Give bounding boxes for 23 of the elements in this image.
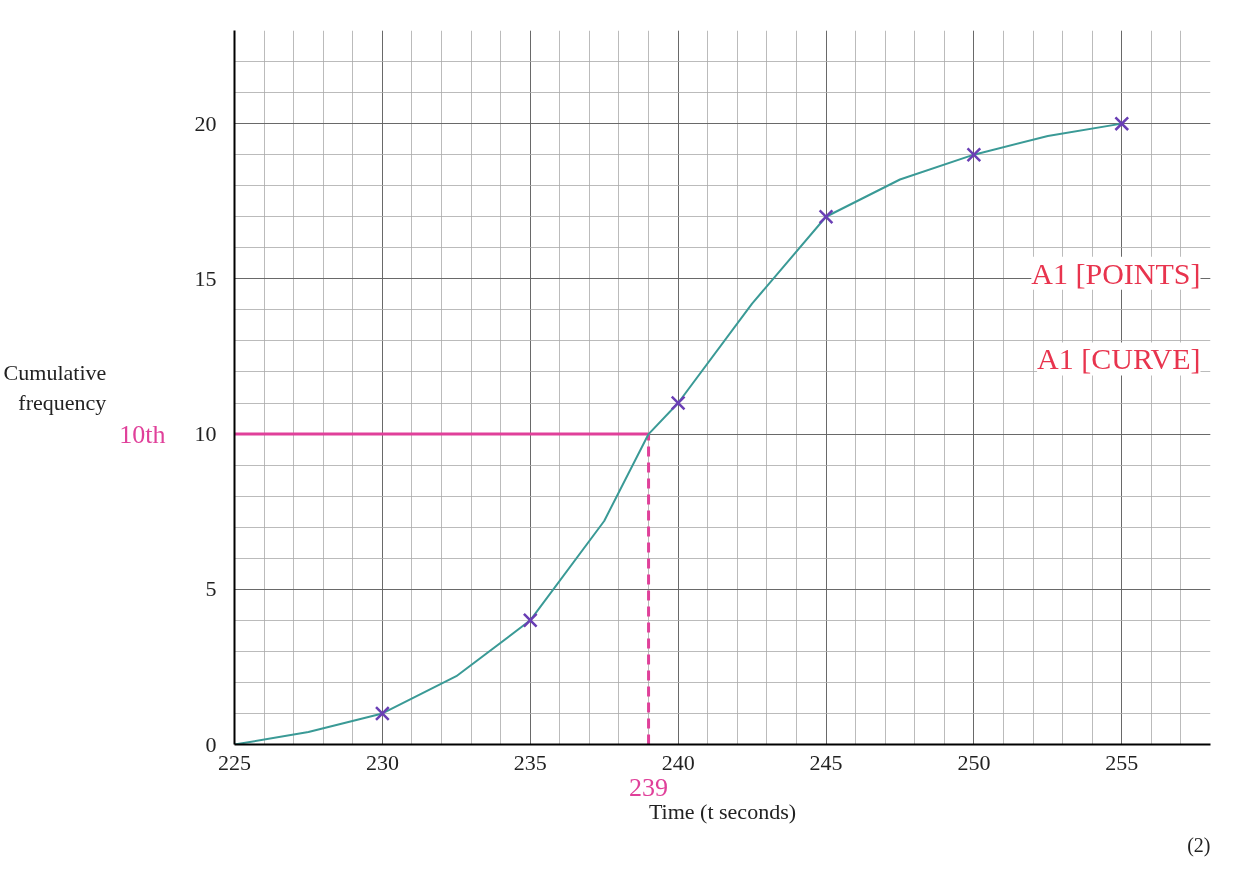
x-tick-label: 225 bbox=[218, 749, 251, 775]
text: (2) bbox=[1187, 833, 1211, 857]
x-tick-label: 250 bbox=[957, 749, 991, 775]
point bbox=[670, 395, 686, 411]
point bbox=[522, 612, 538, 628]
annotation: A1 [POINTS] bbox=[1031, 256, 1201, 290]
y-tick-label: 20 bbox=[194, 110, 217, 136]
point bbox=[374, 705, 390, 722]
y-tick-label: 10 bbox=[194, 421, 217, 447]
point bbox=[1114, 116, 1130, 132]
x-tick-label: 240 bbox=[661, 749, 695, 775]
point bbox=[966, 147, 982, 163]
y-tick-label: 15 bbox=[194, 265, 217, 291]
x-tick-label: 230 bbox=[365, 749, 399, 775]
y-tick-label: 0 bbox=[205, 731, 217, 757]
point bbox=[818, 209, 834, 225]
y-tick-label: 5 bbox=[205, 576, 217, 602]
x-tick-label: 245 bbox=[809, 749, 843, 775]
y-axis-title: Cumulative frequency bbox=[3, 360, 107, 415]
annotation: A1 [CURVE] bbox=[1037, 342, 1201, 376]
ref-line-label: 10th bbox=[119, 419, 166, 449]
x-tick-label: 255 bbox=[1105, 749, 1139, 775]
x-tick-label: 235 bbox=[513, 749, 547, 775]
